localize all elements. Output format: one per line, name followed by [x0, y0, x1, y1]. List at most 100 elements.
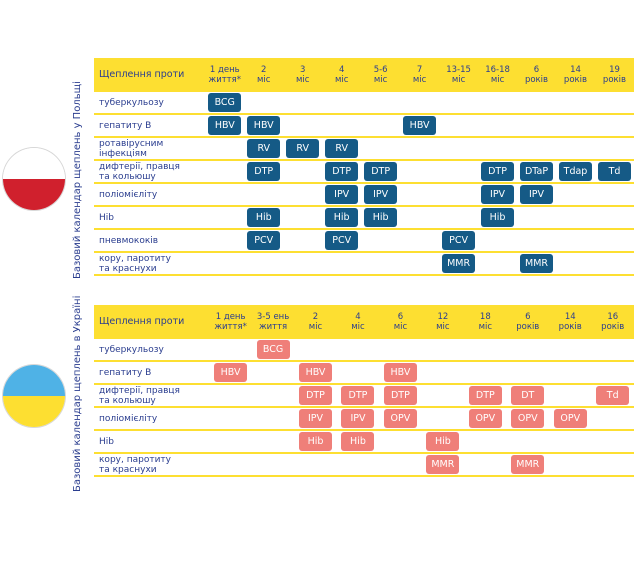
schedule-cell — [591, 454, 634, 477]
vaccine-badge: RV — [325, 139, 359, 158]
schedule-cell: Hib — [336, 431, 380, 454]
schedule-cell — [361, 138, 401, 161]
vaccine-row: гепатиту В HBV HBV HBV — [94, 115, 634, 138]
schedule-cell: HBV — [400, 115, 440, 138]
column-header: 18 міс — [464, 305, 507, 339]
schedule-cell — [400, 253, 440, 276]
column-header: 4 міс — [322, 58, 362, 92]
column-header: 3 міс — [283, 58, 323, 92]
schedule-cell — [251, 385, 295, 408]
vaccine-badge: Td — [597, 162, 631, 181]
vaccine-label-line1: гепатиту В — [99, 120, 152, 131]
column-header: 12 міс — [421, 305, 465, 339]
schedule-cell — [400, 138, 440, 161]
vaccine-row: пневмококів PCV PCV PCV — [94, 230, 634, 253]
schedule-cell: HBV — [294, 362, 337, 385]
vaccine-badge: DT — [511, 386, 545, 405]
schedule-cell: HBV — [209, 362, 252, 385]
schedule-cell — [209, 431, 252, 454]
vaccine-label-line1: туберкульозу — [99, 97, 164, 108]
vaccine-badge: Hib — [299, 432, 332, 451]
schedule-cell — [283, 207, 323, 230]
vaccine-label-line1: пневмококів — [99, 235, 159, 246]
vaccine-row: поліомієліту IPV IPV IPV IPV — [94, 184, 634, 207]
schedule-cell: MMR — [517, 253, 556, 276]
schedule-cell — [205, 184, 245, 207]
schedule-cell — [439, 207, 479, 230]
column-header: 13-15 міс — [439, 58, 479, 92]
column-header-age: 1 день — [215, 312, 246, 322]
schedule-cell — [478, 230, 518, 253]
schedule-cell — [556, 207, 595, 230]
vaccine-row: гепатиту В HBV HBV HBV — [94, 362, 634, 385]
column-header: 4 міс — [336, 305, 380, 339]
schedule-cell — [517, 138, 556, 161]
schedule-cell — [205, 253, 245, 276]
schedule-cell — [478, 92, 518, 115]
vaccine-row: Hib Hib Hib Hib — [94, 431, 634, 454]
schedule-cell — [591, 362, 634, 385]
column-header: 16 років — [591, 305, 634, 339]
column-header-unit: міс — [351, 322, 365, 332]
schedule-cell — [283, 92, 323, 115]
schedule-cell: DTP — [478, 161, 518, 184]
vaccine-label-line1: дифтерії, правця — [99, 161, 180, 172]
column-header-unit: міс — [412, 75, 427, 85]
column-header-age: 3-5 ень — [256, 312, 290, 322]
column-header-age: 16-18 — [485, 65, 510, 75]
schedule-cell — [251, 431, 295, 454]
schedule-cell — [594, 184, 634, 207]
schedule-cell: PCV — [439, 230, 479, 253]
schedule-cell: Td — [591, 385, 634, 408]
vaccine-row-label: ротавірусним інфекціям — [94, 138, 206, 161]
schedule-cell: MMR — [439, 253, 479, 276]
poland-flag-icon — [3, 148, 65, 210]
column-header: 7 міс — [400, 58, 440, 92]
ukraine-side-label: Базовий календар щеплень в Україні — [72, 295, 83, 492]
vaccine-badge: PCV — [325, 231, 359, 250]
schedule-cell — [400, 184, 440, 207]
schedule-cell — [591, 408, 634, 431]
column-header-age: 19 — [609, 65, 620, 75]
schedule-cell — [251, 454, 295, 477]
schedule-cell — [361, 115, 401, 138]
schedule-cell — [464, 362, 507, 385]
poland-side-label: Базовий календар щеплень у Польщі — [72, 81, 83, 279]
schedule-cell — [336, 339, 380, 362]
vaccine-label-line2: та краснухи — [99, 464, 157, 475]
schedule-cell: HBV — [205, 115, 245, 138]
vaccine-label-line1: кору, паротиту — [99, 253, 171, 264]
vaccine-badge: HBV — [403, 116, 437, 135]
schedule-cell — [400, 207, 440, 230]
vaccine-label-line1: гепатиту В — [99, 367, 152, 378]
schedule-cell — [556, 115, 595, 138]
vaccine-badge: DTP — [299, 386, 332, 405]
schedule-cell: RV — [244, 138, 284, 161]
column-header: 14 років — [549, 305, 592, 339]
schedule-cell — [209, 339, 252, 362]
vaccine-badge: IPV — [520, 185, 554, 204]
column-header-unit: міс — [308, 322, 323, 332]
column-header: 1 день життя* — [205, 58, 245, 92]
vaccine-row: туберкульозу BCG — [94, 92, 634, 115]
vaccine-badge: OPV — [468, 409, 502, 428]
schedule-cell — [421, 339, 465, 362]
vaccine-badge: HBV — [247, 116, 281, 135]
schedule-cell: PCV — [322, 230, 362, 253]
schedule-cell — [244, 184, 284, 207]
vaccine-badge: HBV — [214, 363, 248, 382]
schedule-cell — [517, 115, 556, 138]
vaccine-row-label: пневмококів — [94, 230, 206, 253]
vaccine-row: ротавірусним інфекціям RV RV RV — [94, 138, 634, 161]
schedule-cell — [251, 408, 295, 431]
column-header-unit: міс — [257, 75, 271, 85]
schedule-cell: Hib — [294, 431, 337, 454]
vaccine-row-label: поліомієліту — [94, 408, 210, 431]
schedule-cell — [322, 253, 362, 276]
column-header: 14 років — [556, 58, 595, 92]
flag-top — [3, 365, 65, 396]
column-header-age: 5-6 — [373, 65, 388, 75]
vaccine-badge: IPV — [325, 185, 359, 204]
schedule-cell: DTP — [294, 385, 337, 408]
column-header-age: 1 день — [209, 65, 240, 75]
